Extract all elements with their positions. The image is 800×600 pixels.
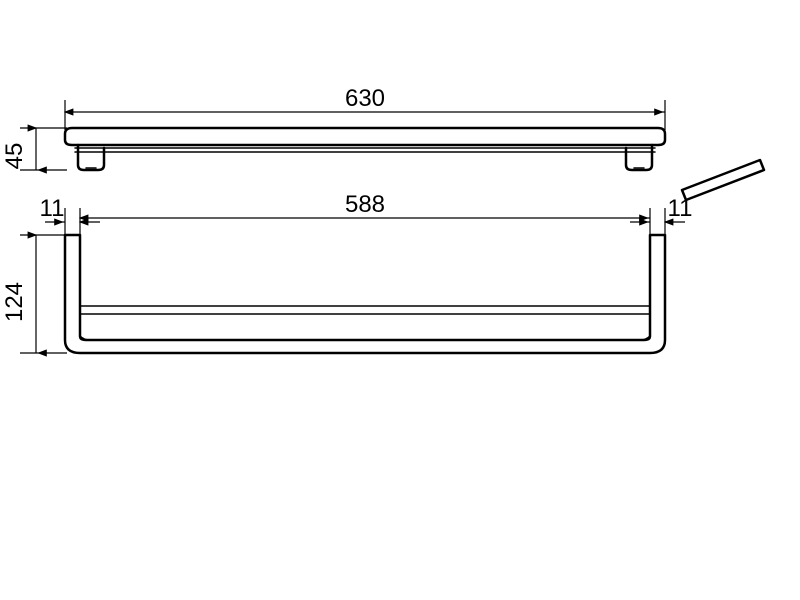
dim-630: 630 (65, 85, 665, 130)
dim-45-label: 45 (1, 143, 28, 170)
dim-11-right-label: 11 (668, 195, 693, 222)
technical-drawing: 630 45 588 11 (0, 0, 800, 600)
dim-11-left-label: 11 (40, 195, 65, 222)
dim-124-label: 124 (1, 282, 28, 322)
dim-124: 124 (1, 235, 67, 353)
dim-588-label: 588 (345, 191, 385, 218)
top-view (65, 235, 665, 353)
dim-588: 588 (80, 191, 650, 236)
dim-11-left: 11 (40, 195, 100, 236)
dim-11-right: 11 (630, 195, 692, 236)
callout-leader (682, 160, 764, 200)
front-view (65, 128, 665, 170)
dim-630-label: 630 (345, 85, 385, 112)
dim-45: 45 (1, 128, 67, 170)
